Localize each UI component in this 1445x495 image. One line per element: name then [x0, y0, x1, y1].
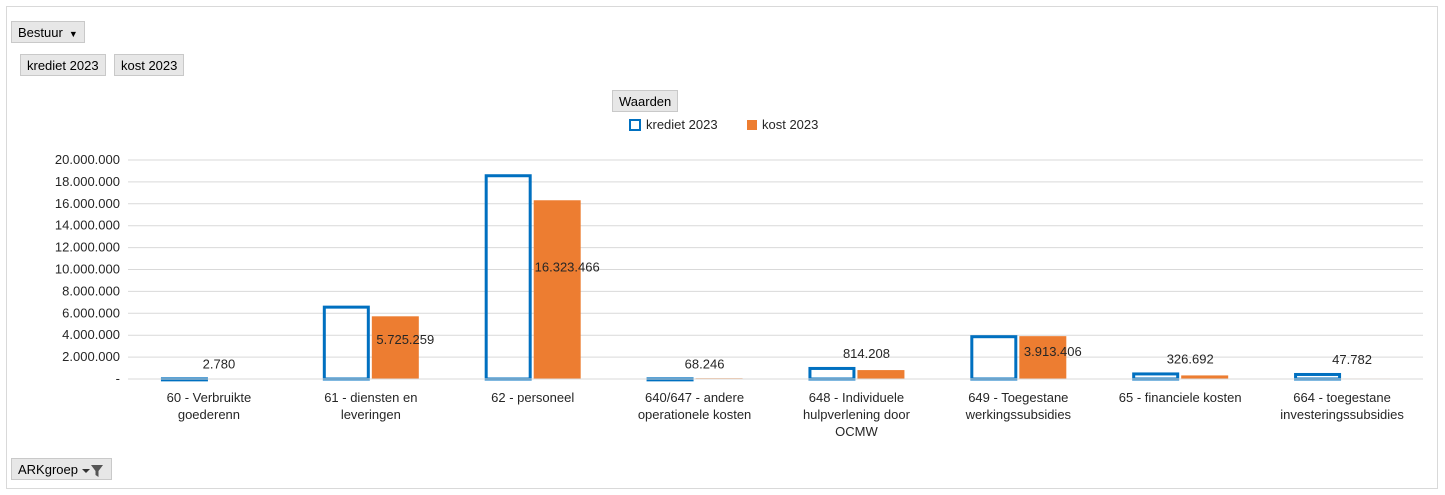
data-label: 814.208	[843, 346, 890, 361]
legend-label-krediet: krediet 2023	[646, 117, 718, 132]
x-tick-label: leveringen	[341, 407, 401, 422]
bar-krediet[interactable]	[322, 305, 370, 381]
series-button-krediet[interactable]: krediet 2023	[20, 54, 106, 76]
series-button-kost-label: kost 2023	[121, 58, 178, 73]
x-tick-label: 60 - Verbruikte	[167, 390, 252, 405]
x-tick-label: hulpverlening door	[803, 407, 911, 422]
bar-krediet[interactable]	[484, 174, 532, 381]
bar-krediet[interactable]	[808, 366, 856, 381]
x-tick-label: investeringssubsidies	[1280, 407, 1404, 422]
bar-krediet[interactable]	[1294, 372, 1342, 381]
y-tick-label: 8.000.000	[62, 283, 120, 298]
x-tick-label: 648 - Individuele	[809, 390, 904, 405]
x-tick-label: operationele kosten	[638, 407, 751, 422]
y-tick-label: 14.000.000	[55, 218, 120, 233]
bestuur-filter-button[interactable]: Bestuur ▼	[11, 21, 85, 43]
data-label: 326.692	[1167, 351, 1214, 366]
waarden-label: Waarden	[619, 94, 672, 109]
chart-legend: krediet 2023 kost 2023	[0, 117, 1445, 135]
y-tick-label: 18.000.000	[55, 174, 120, 189]
x-tick-label: OCMW	[835, 424, 878, 439]
bar-kost[interactable]	[857, 370, 905, 379]
x-tick-label: 65 - financiele kosten	[1119, 390, 1242, 405]
series-button-krediet-label: krediet 2023	[27, 58, 99, 73]
y-tick-label: 12.000.000	[55, 240, 120, 255]
x-tick-label: goederenn	[178, 407, 240, 422]
bar-kost[interactable]	[371, 316, 419, 379]
series-button-kost[interactable]: kost 2023	[114, 54, 185, 76]
bar-kost[interactable]	[533, 200, 581, 379]
y-tick-label: -	[116, 371, 120, 386]
legend-label-kost: kost 2023	[762, 117, 819, 132]
chevron-down-icon: ▼	[68, 29, 78, 39]
legend-item-kost[interactable]: kost 2023	[747, 117, 818, 132]
legend-swatch-kost	[747, 119, 757, 130]
y-tick-label: 2.000.000	[62, 349, 120, 364]
x-tick-label: werkingssubsidies	[965, 407, 1072, 422]
waarden-button[interactable]: Waarden	[612, 90, 679, 112]
x-tick-label: 61 - diensten en	[324, 390, 417, 405]
x-tick-label: 640/647 - andere	[645, 390, 744, 405]
data-label: 5.725.259	[376, 332, 434, 347]
arkgroep-filter-button[interactable]: ARKgroep	[11, 458, 112, 480]
y-tick-label: 20.000.000	[55, 152, 120, 167]
filter-funnel-icon	[81, 464, 103, 477]
data-label: 47.782	[1332, 352, 1372, 367]
bestuur-filter-label: Bestuur	[18, 25, 63, 40]
y-tick-label: 6.000.000	[62, 305, 120, 320]
x-tick-label: 649 - Toegestane	[968, 390, 1068, 405]
data-label: 3.913.406	[1024, 344, 1082, 359]
bar-krediet[interactable]	[1132, 372, 1180, 381]
x-tick-label: 664 - toegestane	[1293, 390, 1391, 405]
legend-item-krediet[interactable]: krediet 2023	[629, 117, 718, 132]
data-label: 68.246	[685, 356, 725, 371]
data-label: 16.323.466	[535, 259, 600, 274]
y-tick-label: 10.000.000	[55, 262, 120, 277]
x-tick-label: 62 - personeel	[491, 390, 574, 405]
y-tick-label: 16.000.000	[55, 196, 120, 211]
bar-kost[interactable]	[1019, 336, 1067, 379]
data-label: 2.780	[203, 356, 236, 371]
arkgroep-filter-label: ARKgroep	[18, 462, 78, 477]
bar-krediet[interactable]	[970, 335, 1018, 381]
y-tick-label: 4.000.000	[62, 327, 120, 342]
bar-kost[interactable]	[1181, 375, 1229, 379]
pivot-chart-frame	[6, 6, 1438, 489]
legend-swatch-krediet	[629, 118, 641, 131]
